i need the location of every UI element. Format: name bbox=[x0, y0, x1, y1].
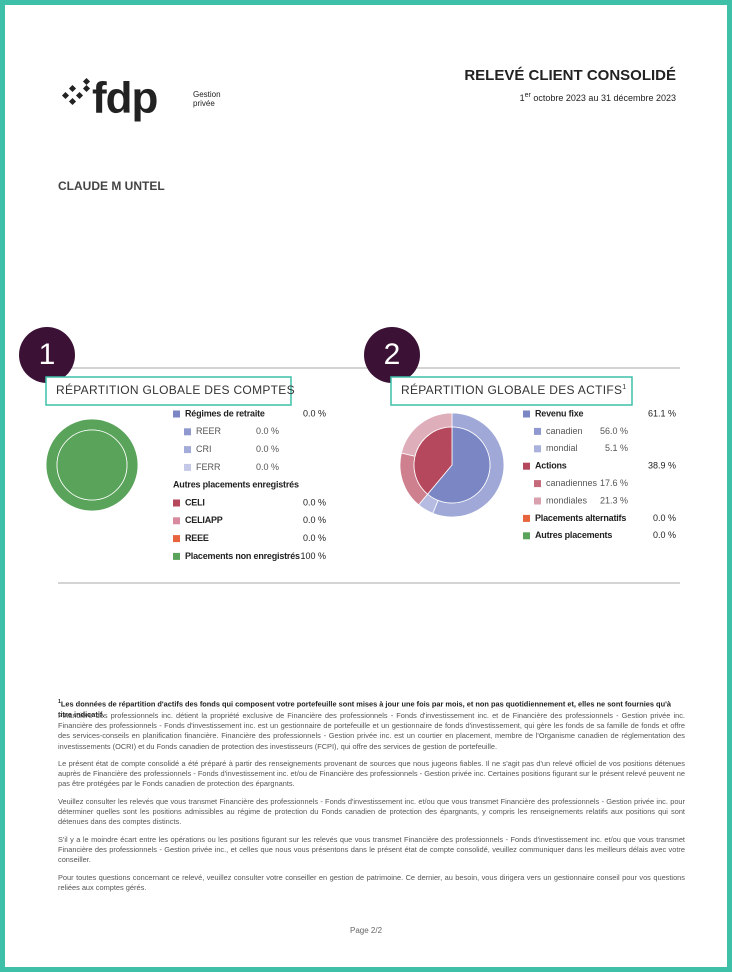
legend-label: Actions bbox=[535, 461, 567, 471]
legend-value: 0.0 % bbox=[303, 497, 326, 507]
callout-number: 1 bbox=[39, 338, 56, 371]
date-sup: er bbox=[525, 92, 532, 99]
legend-label: canadien bbox=[546, 426, 583, 436]
legend-value: 0.0 % bbox=[653, 530, 676, 540]
footnote: 1Les données de répartition d'actifs des… bbox=[58, 697, 685, 720]
disclaimer-paragraph: Financière des professionnels inc. détie… bbox=[58, 711, 685, 751]
legend-label: FERR bbox=[196, 462, 221, 472]
legend-swatch bbox=[523, 462, 530, 470]
legend-swatch bbox=[173, 499, 180, 507]
footnote-text: Les données de répartition d'actifs des … bbox=[58, 699, 671, 719]
legend-label: Autres placements enregistrés bbox=[173, 480, 299, 490]
legend-value: 0.0 % bbox=[303, 533, 326, 543]
legend-swatch bbox=[523, 532, 530, 540]
panel-title-text: RÉPARTITION GLOBALE DES ACTIFS bbox=[401, 382, 622, 397]
page-number: Page 2/2 bbox=[350, 926, 383, 935]
client-name: CLAUDE M UNTEL bbox=[58, 179, 165, 193]
disclaimer-paragraph: Veuillez consulter les relevés que vous … bbox=[58, 797, 685, 827]
legend-swatch bbox=[534, 445, 541, 453]
legend-swatch bbox=[534, 497, 541, 505]
legend-value: 0.0 % bbox=[256, 444, 279, 454]
pie-slice bbox=[427, 426, 491, 504]
legend-swatch bbox=[173, 517, 180, 525]
legend-value: 0.0 % bbox=[303, 515, 326, 525]
legend-swatch bbox=[184, 446, 191, 454]
disclaimer-paragraph: Pour toutes questions concernant ce rele… bbox=[58, 873, 685, 893]
title-box bbox=[45, 376, 292, 406]
legend-label: Placements non enregistrés bbox=[185, 551, 300, 561]
legend-swatch bbox=[534, 480, 541, 488]
brand: fdp bbox=[92, 74, 158, 123]
legend-value: 5.1 % bbox=[605, 443, 628, 453]
panel-title-text: RÉPARTITION GLOBALE DES COMPTES bbox=[56, 382, 295, 397]
brand-sub: privée bbox=[193, 99, 215, 108]
legend-value: 61.1 % bbox=[648, 408, 676, 418]
legend-value: 38.9 % bbox=[648, 461, 676, 471]
disclaimer-paragraph: S'il y a le moindre écart entre les opér… bbox=[58, 835, 685, 865]
legend-label: Régimes de retraite bbox=[185, 408, 265, 418]
pie-slice bbox=[413, 426, 453, 495]
legend-value: 0.0 % bbox=[256, 462, 279, 472]
doc-date: 1er octobre 2023 au 31 décembre 2023 bbox=[520, 92, 676, 104]
legend-swatch bbox=[184, 463, 191, 471]
legend-swatch bbox=[173, 410, 180, 418]
panel-title: RÉPARTITION GLOBALE DES COMPTES bbox=[56, 382, 295, 397]
legend-swatch bbox=[534, 427, 541, 435]
legend-label: CRI bbox=[196, 444, 212, 454]
legend-label: CELIAPP bbox=[185, 515, 223, 525]
legend-label: Placements alternatifs bbox=[535, 513, 626, 523]
title-mark: 1 bbox=[622, 384, 626, 391]
legend-label: CELI bbox=[185, 497, 205, 507]
legend-value: 0.0 % bbox=[653, 513, 676, 523]
legend-label: Revenu fixe bbox=[535, 408, 584, 418]
logo-mark bbox=[61, 77, 91, 106]
callout-badge bbox=[364, 327, 420, 383]
footnote-mark: 1 bbox=[58, 699, 61, 705]
date-rest: octobre 2023 au 31 décembre 2023 bbox=[531, 93, 676, 103]
pie-slice bbox=[56, 429, 128, 501]
callout-badge bbox=[19, 327, 75, 383]
doc-title: RELEVÉ CLIENT CONSOLIDÉ bbox=[464, 67, 676, 84]
legend-value: 0.0 % bbox=[256, 426, 279, 436]
title-box bbox=[390, 376, 633, 406]
legend-value: 17.6 % bbox=[600, 478, 628, 488]
legend-label: Autres placements bbox=[535, 530, 612, 540]
legend-swatch bbox=[523, 410, 530, 418]
panel-title: RÉPARTITION GLOBALE DES ACTIFS1 bbox=[401, 382, 626, 397]
legend-swatch bbox=[184, 428, 191, 436]
legend-label: REER bbox=[196, 426, 222, 436]
legend-label: mondial bbox=[546, 443, 578, 453]
legend-swatch bbox=[173, 552, 180, 560]
legend-value: 0.0 % bbox=[303, 408, 326, 418]
callout-number: 2 bbox=[384, 338, 401, 371]
date-day: 1 bbox=[520, 93, 525, 103]
brand-sub: Gestion bbox=[193, 90, 221, 99]
disclaimer-paragraph: Le présent état de compte consolidé a ét… bbox=[58, 759, 685, 789]
legend-label: REEE bbox=[185, 533, 209, 543]
legend-swatch bbox=[523, 514, 530, 522]
legend-value: 56.0 % bbox=[600, 426, 628, 436]
legend-swatch bbox=[173, 535, 180, 543]
legend-label: canadiennes bbox=[546, 478, 598, 488]
legend-value: 100 % bbox=[300, 551, 326, 561]
legend-value: 21.3 % bbox=[600, 495, 628, 505]
legend-label: mondiales bbox=[546, 495, 588, 505]
